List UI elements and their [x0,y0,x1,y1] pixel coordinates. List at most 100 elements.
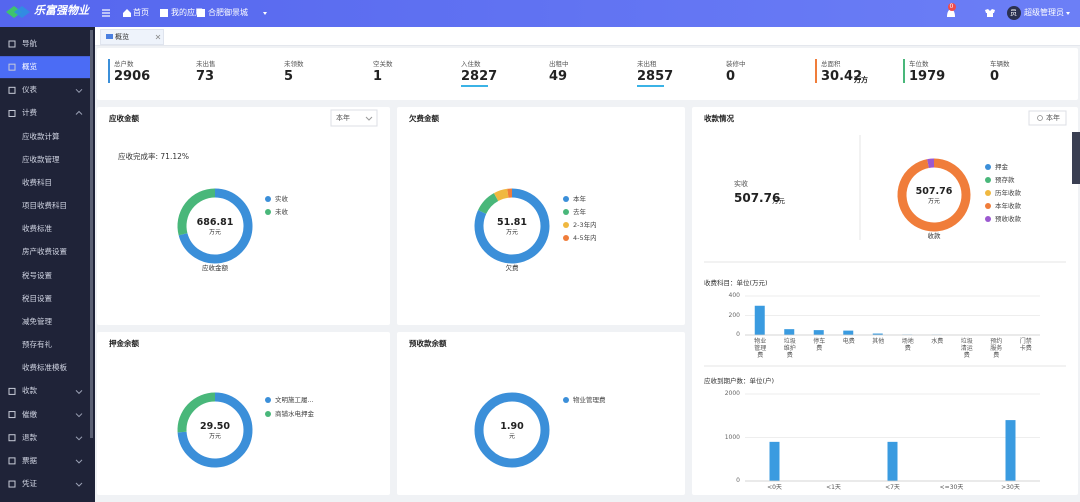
menu-item[interactable]: 税号设置 [22,270,52,280]
x-tick-label: <=30天 [939,484,964,491]
menu-item[interactable]: 仪表 [22,85,37,95]
x-tick-label: 其他 [872,338,885,345]
y-tick-label: 1000 [724,433,740,441]
menu-item[interactable]: 计费 [22,108,37,118]
nav-link[interactable]: 我的应用 [171,8,203,17]
stat-value: 2827 [461,69,498,84]
chart-title: 收费科目：单位(万元) [704,279,768,287]
panel-title: 收款情况 [704,114,734,123]
bar [1005,420,1016,481]
menu-item[interactable]: 收费标准模板 [22,363,67,373]
stat-accent [903,59,905,83]
donut-segment [177,392,216,433]
stat-label: 车辆数 [990,60,1010,68]
donut-segment [474,392,550,468]
avatar-text: 员 [1010,9,1017,17]
user-name[interactable]: 超级管理员 [1024,8,1064,17]
estate-icon [197,9,205,17]
chart-title: 应收到期户数：单位(户) [704,377,775,385]
stat-underline [637,85,664,87]
caret [263,12,267,15]
legend-dot [985,216,991,222]
donut-segment [177,392,253,468]
menu-item[interactable]: 应收款管理 [22,154,60,164]
menu-item[interactable]: 减免管理 [22,316,52,326]
x-tick-label: 水费 [931,338,944,345]
tab[interactable] [100,29,164,45]
legend-label: 押金 [995,163,1008,171]
bell-icon[interactable] [947,9,955,17]
legend-dot [563,222,569,228]
tab-close[interactable] [155,34,161,40]
x-tick-label: 预约服务费 [990,338,1003,359]
select-value[interactable]: 本年 [336,114,350,122]
chevron [75,110,83,115]
menu-item[interactable]: 收费标准 [22,224,52,234]
menu-icon [8,40,16,48]
stat-label: 总面积 [821,60,841,68]
stat-accent [108,59,110,83]
avatar[interactable] [1007,6,1021,20]
bar [872,333,883,335]
donut-center-value: 1.90 [500,421,524,432]
chevron [75,459,83,464]
stat-underline [461,85,488,87]
menu-item[interactable]: 催缴 [22,409,37,419]
legend-dot [563,397,569,403]
stat-label: 未领数 [284,60,304,68]
stat-label: 未出售 [196,60,216,68]
side-handle[interactable] [1072,132,1080,184]
menu-item[interactable]: 票据 [22,455,37,465]
panel-title: 押金余额 [109,339,139,348]
menu-item[interactable]: 房产收费设置 [22,247,67,257]
menu-icon [102,9,110,17]
legend-label: 实收 [275,195,288,203]
donut-segment [478,193,499,215]
menu-item[interactable]: 收费科目 [22,177,52,187]
stat-label: 入住数 [461,60,481,68]
legend-dot [265,411,271,417]
menu-item[interactable]: 预存有礼 [22,340,52,350]
legend-dot [563,196,569,202]
menu-item[interactable]: 应收款计算 [22,131,60,141]
legend-dot [563,209,569,215]
donut-caption: 收款 [927,232,941,240]
menu-icon [8,457,16,465]
select-box[interactable] [330,109,378,127]
menu-item[interactable]: 税目设置 [22,293,52,303]
chevron [75,413,83,418]
donut-segment [493,188,509,202]
period-button-label[interactable]: 本年 [1046,114,1060,122]
period-button[interactable] [1028,110,1067,126]
menu-item[interactable]: 导航 [22,39,37,48]
x-tick-label: <7天 [885,484,900,491]
stat-label: 未出租 [637,60,657,68]
menu-item[interactable]: 凭证 [22,479,37,489]
sidebar [0,27,95,502]
bar [769,441,780,481]
active-item [0,56,90,79]
y-tick-label: 2000 [724,390,740,397]
stat-value: 5 [284,69,294,84]
x-tick-label: 场地费 [901,338,914,352]
menu-item[interactable]: 概览 [22,62,37,72]
menu-item[interactable]: 收款 [22,386,37,396]
chevron [75,88,83,94]
tab-label[interactable]: 概览 [115,33,129,41]
nav-link[interactable]: 首页 [133,8,149,17]
stat-label: 空关数 [373,60,393,68]
legend-label: 预存款 [995,176,1015,184]
menu-item[interactable]: 项目收费科目 [22,201,67,211]
x-tick-label: <0天 [767,484,782,491]
legend-dot [985,203,991,209]
legend-dot [563,235,569,241]
bar [887,441,898,481]
legend-label: 本年 [573,195,586,203]
nav-link[interactable]: 合肥御景城 [208,8,248,17]
x-tick-label: 物业管理费 [754,338,767,359]
donut-center-unit: 元 [508,433,515,440]
donut-center-unit: 万元 [505,229,518,236]
skin-icon[interactable] [985,9,995,17]
legend-label: 预收收款 [995,215,1021,223]
menu-item[interactable]: 退款 [22,432,37,442]
